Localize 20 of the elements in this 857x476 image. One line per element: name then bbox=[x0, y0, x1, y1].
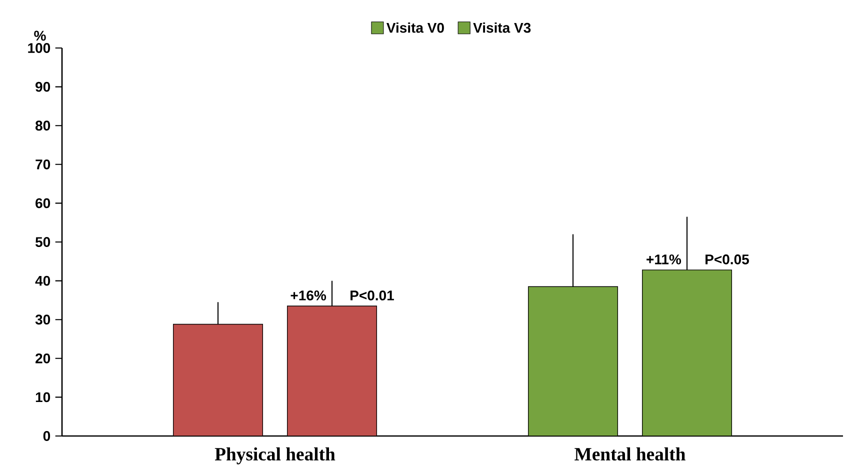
y-tick-label: 100 bbox=[28, 43, 50, 53]
y-tick-label: 80 bbox=[35, 120, 50, 131]
annotation: +16% bbox=[290, 290, 326, 300]
y-tick-label: 70 bbox=[36, 159, 50, 170]
y-tick-label: 90 bbox=[36, 82, 50, 92]
y-tick-label: 30 bbox=[35, 314, 50, 325]
annotation: +11% bbox=[646, 254, 682, 264]
y-tick-label: 10 bbox=[36, 392, 50, 402]
legend-label: Visita V3 bbox=[473, 22, 531, 33]
y-tick-label: 60 bbox=[36, 198, 50, 208]
annotation: P<0.05 bbox=[706, 254, 749, 264]
y-axis-title: % bbox=[34, 30, 46, 41]
y-tick-label: 20 bbox=[36, 353, 50, 364]
legend-label: Visita V0 bbox=[386, 22, 444, 33]
y-tick-label: 0 bbox=[43, 431, 50, 441]
y-tick-label: 50 bbox=[35, 237, 50, 247]
annotation: P<0.01 bbox=[350, 290, 394, 300]
x-tick-label: Mental health bbox=[574, 447, 686, 461]
x-tick-label: Physical health bbox=[214, 447, 336, 464]
y-tick-label: 40 bbox=[35, 276, 50, 286]
